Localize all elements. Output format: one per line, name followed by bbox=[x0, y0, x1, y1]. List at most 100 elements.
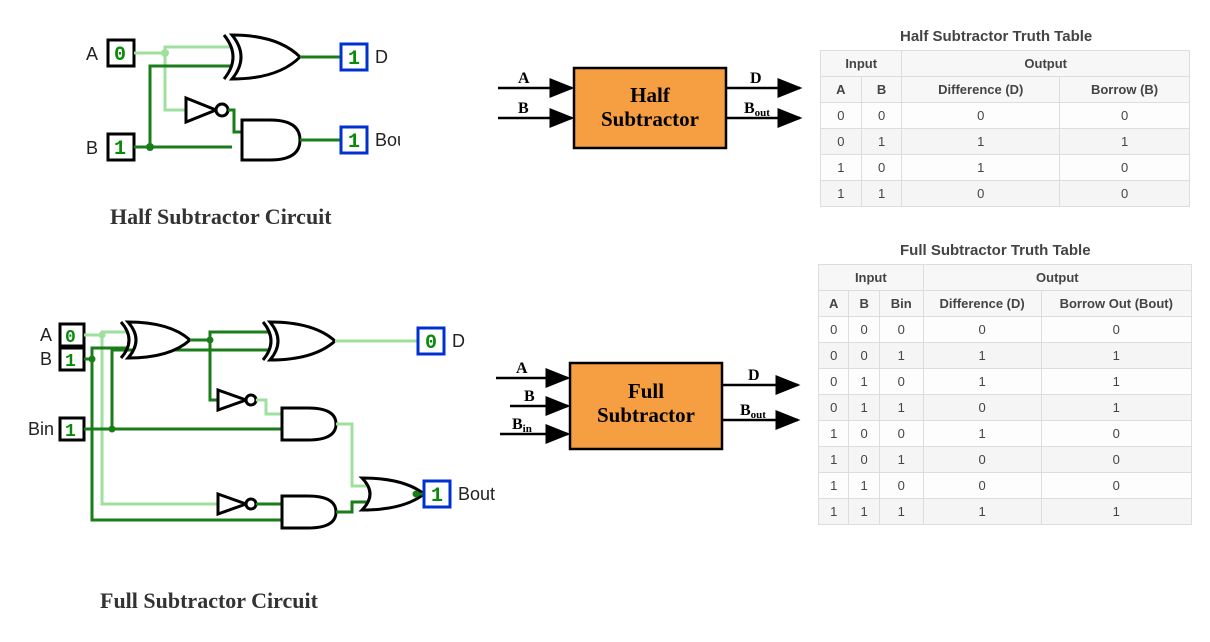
table-cell: 1 bbox=[879, 447, 923, 473]
table-cell: 1 bbox=[902, 155, 1060, 181]
table-row: 00000 bbox=[819, 317, 1192, 343]
th: Difference (D) bbox=[923, 291, 1041, 317]
table-cell: 0 bbox=[902, 103, 1060, 129]
table-cell: 1 bbox=[861, 181, 902, 207]
table-cell: 1 bbox=[849, 473, 879, 499]
table-row: 1010 bbox=[821, 155, 1190, 181]
table-cell: 1 bbox=[879, 499, 923, 525]
th: Output bbox=[902, 51, 1190, 77]
table-cell: 1 bbox=[923, 343, 1041, 369]
th: Output bbox=[923, 265, 1191, 291]
th: Bin bbox=[879, 291, 923, 317]
table-cell: 1 bbox=[902, 129, 1060, 155]
table-row: 01011 bbox=[819, 369, 1192, 395]
th: Difference (D) bbox=[902, 77, 1060, 103]
table-cell: 1 bbox=[849, 369, 879, 395]
th: Input bbox=[821, 51, 902, 77]
half-truth-table: InputOutput A B Difference (D) Borrow (B… bbox=[820, 50, 1190, 207]
half-circuit-title: Half Subtractor Circuit bbox=[110, 204, 332, 230]
table-row: 11111 bbox=[819, 499, 1192, 525]
table-cell: 0 bbox=[1060, 103, 1190, 129]
table-row: 1100 bbox=[821, 181, 1190, 207]
full-table-body: 0000000111010110110110010101001100011111 bbox=[819, 317, 1192, 525]
table-cell: 0 bbox=[849, 343, 879, 369]
table-cell: 1 bbox=[849, 395, 879, 421]
full-block-d: D bbox=[748, 367, 760, 384]
table-cell: 0 bbox=[923, 317, 1041, 343]
half-block-b: B bbox=[518, 100, 529, 117]
table-cell: 0 bbox=[849, 317, 879, 343]
half-table-caption: Half Subtractor Truth Table bbox=[900, 28, 1092, 45]
th: Input bbox=[819, 265, 924, 291]
table-cell: 1 bbox=[879, 395, 923, 421]
table-cell: 0 bbox=[879, 421, 923, 447]
table-cell: 1 bbox=[819, 447, 849, 473]
table-cell: 1 bbox=[1041, 343, 1191, 369]
table-cell: 0 bbox=[1041, 447, 1191, 473]
table-row: 0111 bbox=[821, 129, 1190, 155]
table-row: 10100 bbox=[819, 447, 1192, 473]
table-cell: 0 bbox=[819, 369, 849, 395]
table-row: 01101 bbox=[819, 395, 1192, 421]
half-subtractor-block-svg: Half Subtractor A B D Bout bbox=[0, 0, 820, 180]
table-cell: 1 bbox=[1041, 369, 1191, 395]
full-block-bout: Bout bbox=[740, 402, 766, 421]
table-cell: 1 bbox=[1041, 395, 1191, 421]
table-cell: 0 bbox=[1041, 317, 1191, 343]
table-cell: 0 bbox=[1060, 155, 1190, 181]
table-cell: 0 bbox=[861, 103, 902, 129]
th: Borrow Out (Bout) bbox=[1041, 291, 1191, 317]
full-block-bin: Bin bbox=[512, 416, 532, 435]
table-cell: 1 bbox=[821, 155, 862, 181]
table-cell: 0 bbox=[861, 155, 902, 181]
table-cell: 0 bbox=[819, 395, 849, 421]
table-cell: 0 bbox=[819, 343, 849, 369]
th: B bbox=[849, 291, 879, 317]
table-cell: 0 bbox=[902, 181, 1060, 207]
table-cell: 1 bbox=[1060, 129, 1190, 155]
table-cell: 0 bbox=[1060, 181, 1190, 207]
table-cell: 0 bbox=[849, 421, 879, 447]
table-row: 00111 bbox=[819, 343, 1192, 369]
full-block-a: A bbox=[516, 360, 528, 377]
th: A bbox=[821, 77, 862, 103]
table-cell: 1 bbox=[861, 129, 902, 155]
half-block-d: D bbox=[750, 70, 762, 87]
table-row: 10010 bbox=[819, 421, 1192, 447]
full-block-b: B bbox=[524, 388, 535, 405]
table-cell: 0 bbox=[923, 473, 1041, 499]
full-table-caption: Full Subtractor Truth Table bbox=[900, 242, 1091, 259]
table-cell: 0 bbox=[821, 103, 862, 129]
table-cell: 1 bbox=[819, 473, 849, 499]
th: Borrow (B) bbox=[1060, 77, 1190, 103]
full-truth-table: InputOutput A B Bin Difference (D) Borro… bbox=[818, 264, 1192, 525]
table-row: 11000 bbox=[819, 473, 1192, 499]
table-cell: 0 bbox=[821, 129, 862, 155]
table-cell: 0 bbox=[879, 369, 923, 395]
th: A bbox=[819, 291, 849, 317]
half-table-body: 0000011110101100 bbox=[821, 103, 1190, 207]
full-subtractor-block-svg: Full Subtractor A B Bin D Bout bbox=[0, 330, 820, 530]
table-row: 0000 bbox=[821, 103, 1190, 129]
table-cell: 0 bbox=[923, 395, 1041, 421]
table-cell: 1 bbox=[819, 499, 849, 525]
table-cell: 0 bbox=[923, 447, 1041, 473]
half-block-label-2: Subtractor bbox=[601, 107, 699, 131]
table-cell: 1 bbox=[821, 181, 862, 207]
table-cell: 0 bbox=[819, 317, 849, 343]
half-block-a: A bbox=[518, 70, 530, 87]
full-circuit-title: Full Subtractor Circuit bbox=[100, 588, 318, 614]
table-cell: 1 bbox=[1041, 499, 1191, 525]
table-cell: 0 bbox=[1041, 421, 1191, 447]
half-block-bout: Bout bbox=[744, 100, 770, 119]
th: B bbox=[861, 77, 902, 103]
table-cell: 1 bbox=[923, 369, 1041, 395]
half-block-label-1: Half bbox=[630, 83, 671, 107]
table-cell: 1 bbox=[923, 499, 1041, 525]
table-cell: 1 bbox=[923, 421, 1041, 447]
table-cell: 1 bbox=[879, 343, 923, 369]
table-cell: 0 bbox=[1041, 473, 1191, 499]
full-block-label-2: Subtractor bbox=[597, 403, 695, 427]
table-cell: 1 bbox=[819, 421, 849, 447]
table-cell: 0 bbox=[879, 473, 923, 499]
